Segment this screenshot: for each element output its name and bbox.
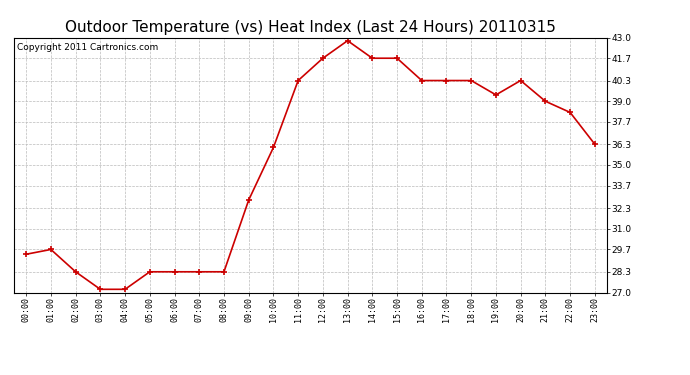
Text: Copyright 2011 Cartronics.com: Copyright 2011 Cartronics.com — [17, 43, 158, 52]
Title: Outdoor Temperature (vs) Heat Index (Last 24 Hours) 20110315: Outdoor Temperature (vs) Heat Index (Las… — [65, 20, 556, 35]
